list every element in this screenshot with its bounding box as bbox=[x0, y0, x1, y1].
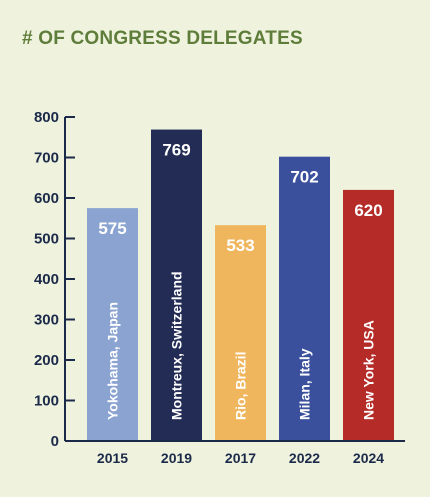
y-tick-label: 300 bbox=[34, 312, 59, 329]
bars-group: 575 Yokohama, Japan 769 Montreux, Switzerla… bbox=[87, 129, 394, 441]
bar bbox=[87, 208, 138, 441]
bar-value-label: 702 bbox=[290, 168, 318, 187]
y-tick-label: 400 bbox=[34, 271, 59, 288]
bar-location-label: Milan, Italy bbox=[297, 348, 313, 420]
bar bbox=[151, 129, 202, 441]
y-tick-label: 600 bbox=[34, 190, 59, 207]
y-axis: 0 100 200 300 400 500 600 700 800 bbox=[34, 109, 75, 450]
x-tick-label: 2019 bbox=[161, 450, 192, 466]
bar-value-label: 533 bbox=[226, 236, 254, 255]
y-tick-label: 100 bbox=[34, 393, 59, 410]
bar-location-label: Yokohama, Japan bbox=[105, 302, 121, 420]
x-tick-label: 2022 bbox=[289, 450, 320, 466]
y-tick-label: 0 bbox=[51, 433, 59, 450]
bar bbox=[279, 156, 330, 441]
x-axis: 2015 2019 2017 2022 2024 bbox=[65, 440, 405, 466]
bar-value-label: 620 bbox=[354, 201, 382, 220]
bar-location-label: Montreux, Switzerland bbox=[169, 271, 185, 420]
x-tick-label: 2024 bbox=[353, 450, 384, 466]
bar-value-label: 575 bbox=[98, 219, 126, 238]
bar bbox=[343, 189, 394, 441]
y-tick-label: 800 bbox=[34, 109, 59, 126]
y-tick-label: 500 bbox=[34, 231, 59, 248]
bar-value-label: 769 bbox=[162, 141, 190, 160]
bar-location-label: New York, USA bbox=[361, 320, 377, 420]
y-tick-label: 700 bbox=[34, 150, 59, 167]
bar-location-label: Rio, Brazil bbox=[233, 352, 249, 420]
bar bbox=[215, 225, 266, 441]
y-tick-label: 200 bbox=[34, 352, 59, 369]
x-tick-label: 2017 bbox=[225, 450, 256, 466]
chart-title: # OF CONGRESS DELEGATES bbox=[22, 28, 303, 49]
x-tick-label: 2015 bbox=[97, 450, 128, 466]
